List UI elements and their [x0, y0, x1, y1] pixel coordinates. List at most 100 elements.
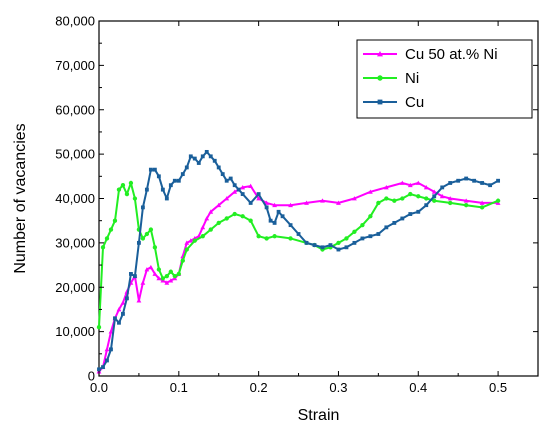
data-point: [368, 214, 373, 219]
data-point: [304, 200, 309, 205]
data-point: [116, 187, 122, 192]
data-point: [204, 216, 210, 221]
data-point: [392, 220, 397, 225]
data-point: [208, 227, 213, 232]
data-point: [156, 275, 162, 281]
y-tick-label: 80,000: [55, 14, 95, 29]
data-point: [104, 236, 110, 241]
data-point: [408, 212, 413, 216]
data-point: [184, 247, 189, 252]
data-point: [164, 280, 170, 285]
data-point: [232, 189, 238, 194]
data-point: [97, 367, 101, 372]
data-point: [152, 271, 158, 276]
data-point: [416, 209, 421, 214]
data-point: [168, 278, 174, 283]
data-point: [384, 196, 389, 201]
data-point: [480, 181, 485, 185]
data-point: [288, 223, 293, 228]
data-point: [431, 189, 437, 194]
data-point: [168, 269, 173, 274]
data-point: [268, 218, 273, 223]
series-2: [97, 149, 501, 372]
data-point: [113, 316, 117, 321]
data-point: [124, 191, 130, 197]
series-line: [98, 150, 499, 371]
data-point: [240, 192, 245, 196]
data-point: [448, 181, 453, 185]
data-point: [288, 236, 293, 241]
data-point: [240, 185, 246, 190]
data-point: [140, 280, 146, 285]
series-1: [96, 180, 501, 330]
data-point: [344, 245, 349, 250]
data-point: [376, 200, 381, 206]
data-point: [328, 243, 333, 248]
data-point: [168, 183, 173, 188]
y-tick-label: 40,000: [55, 191, 95, 206]
data-point: [376, 232, 381, 236]
data-point: [432, 194, 437, 199]
legend-item: Ni: [363, 70, 419, 87]
data-point: [336, 247, 341, 252]
data-point: [368, 234, 373, 239]
data-point: [172, 273, 177, 279]
data-point: [344, 236, 349, 241]
data-point: [367, 189, 373, 194]
data-point: [216, 202, 222, 208]
data-point: [172, 178, 177, 183]
data-point: [112, 218, 118, 223]
data-point: [212, 158, 217, 163]
data-point: [164, 196, 169, 201]
data-point: [176, 271, 181, 277]
data-point: [140, 205, 145, 210]
data-point: [400, 196, 405, 201]
data-point: [144, 231, 150, 237]
data-point: [96, 325, 102, 330]
data-point: [472, 178, 477, 183]
data-point: [216, 165, 221, 170]
data-point: [136, 298, 142, 303]
data-point: [117, 320, 121, 325]
data-point: [101, 365, 105, 370]
legend-label: Cu: [405, 94, 424, 111]
data-point: [496, 178, 501, 183]
data-point: [336, 200, 341, 205]
data-point: [184, 165, 189, 170]
data-point: [232, 183, 237, 188]
data-point: [132, 274, 137, 279]
x-tick-label: 0.0: [90, 380, 108, 395]
data-point: [129, 272, 133, 276]
data-point: [276, 209, 281, 214]
data-point: [116, 307, 122, 312]
data-point: [248, 218, 253, 223]
data-point: [156, 267, 162, 272]
data-point: [132, 196, 138, 201]
data-point: [448, 200, 453, 206]
data-point: [272, 234, 277, 239]
y-tick-label: 30,000: [55, 235, 95, 250]
data-point: [272, 220, 277, 225]
data-point: [144, 187, 149, 192]
data-point: [424, 203, 429, 208]
data-point: [148, 227, 154, 232]
data-point: [479, 200, 485, 205]
data-point: [423, 185, 429, 190]
data-point: [377, 51, 383, 57]
data-point: [240, 214, 245, 219]
legend-label: Cu 50 at.% Ni: [405, 46, 498, 63]
data-point: [352, 196, 357, 201]
data-point: [256, 234, 261, 239]
data-point: [228, 176, 233, 181]
y-tick-label: 0: [88, 369, 95, 384]
data-point: [432, 198, 437, 203]
data-point: [120, 300, 126, 305]
legend-item: Cu: [363, 94, 424, 111]
data-point: [152, 245, 158, 250]
data-point: [120, 183, 126, 188]
data-point: [400, 216, 405, 221]
data-point: [424, 196, 429, 201]
data-point: [415, 180, 421, 185]
data-point: [100, 245, 106, 250]
data-point: [192, 156, 197, 161]
